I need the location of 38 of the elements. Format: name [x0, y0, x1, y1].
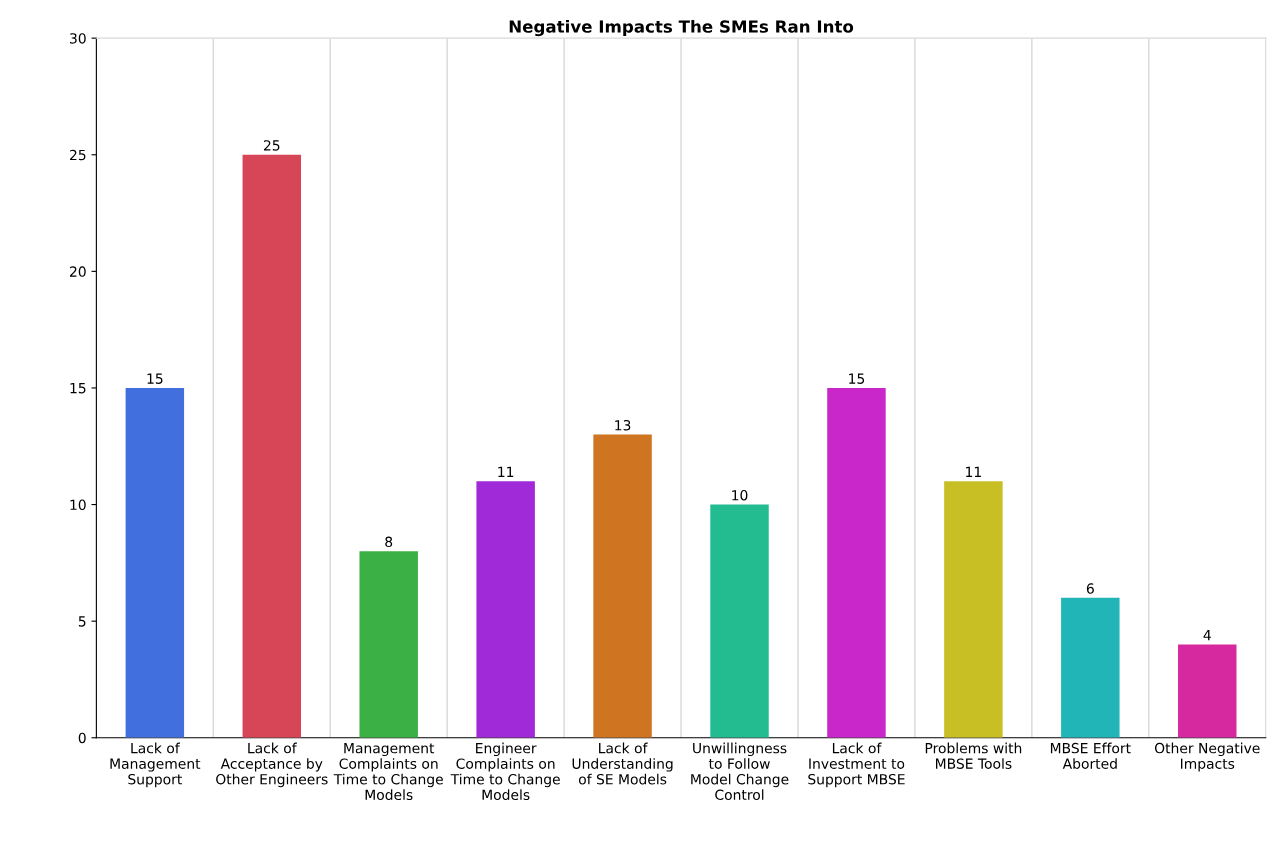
x-tick-label: Lack of Management Support — [110, 742, 201, 788]
y-tick-label: 15 — [70, 383, 86, 394]
data-label: 13 — [615, 420, 631, 431]
bar — [944, 481, 1003, 738]
bar — [242, 154, 302, 738]
data-label: 10 — [732, 489, 748, 501]
x-tick-label: MBSE Effort Aborted — [1050, 742, 1131, 769]
x-tick-label: Problems with MBSE Tools — [925, 742, 1022, 769]
bar — [1061, 597, 1120, 738]
bar — [827, 387, 886, 738]
data-label: 8 — [385, 536, 393, 548]
x-tick-label: Management Complaints on Time to Change Models — [333, 743, 443, 801]
x-tick-label: Engineer Complaints on Time to Change Models — [450, 742, 560, 801]
chart-title: Negative Impacts The SMEs Ran Into — [509, 19, 854, 37]
data-label: 25 — [263, 140, 280, 151]
y-tick-label: 30 — [70, 33, 86, 44]
data-label: 15 — [849, 373, 865, 384]
y-tick-label: 25 — [70, 149, 86, 161]
x-tick-label: Lack of Investment to Support MBSE — [808, 742, 905, 788]
data-label: 15 — [147, 373, 163, 384]
data-label: 6 — [1086, 583, 1094, 594]
x-tick-label: Unwillingness to Follow Model Change Control — [691, 742, 789, 801]
x-tick-label: Other Negative Impacts — [1154, 742, 1260, 772]
bar — [125, 387, 185, 738]
bar — [476, 481, 535, 738]
y-tick-label: 5 — [78, 616, 86, 627]
data-label: 11 — [966, 466, 981, 477]
y-tick-label: 0 — [78, 732, 86, 744]
data-label: 11 — [498, 466, 514, 477]
y-tick-label: 20 — [70, 266, 86, 277]
x-tick-label: Lack of Understanding of SE Models — [572, 742, 673, 785]
bar — [1178, 644, 1237, 738]
bar — [593, 434, 652, 738]
bar — [710, 504, 769, 738]
x-tick-label: Lack of Acceptance by Other Engineers — [216, 742, 328, 788]
y-tick-label: 10 — [70, 499, 86, 511]
bar — [359, 551, 418, 738]
data-label: 4 — [1203, 630, 1211, 641]
